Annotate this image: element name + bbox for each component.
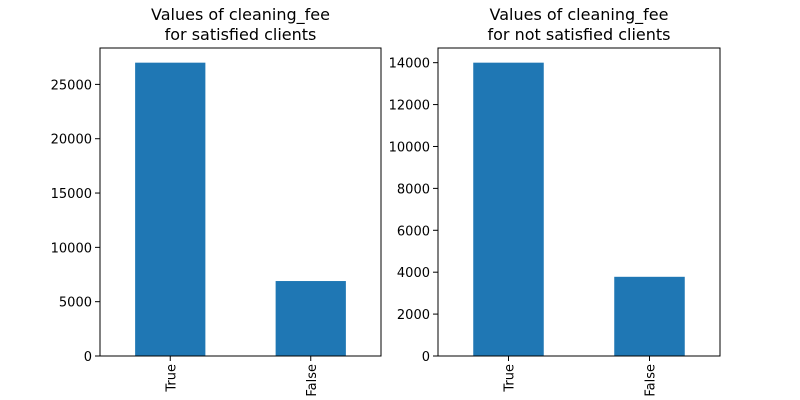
chart-left-bar-false — [275, 281, 346, 356]
chart-right-xtick-label: True — [503, 364, 518, 393]
chart-left-bars — [135, 62, 346, 357]
chart-left-ytick-label: 15000 — [51, 187, 92, 202]
chart-left-ytick-label: 0 — [84, 350, 92, 365]
chart-left-title-line1: Values of cleaning_fee — [151, 5, 330, 25]
chart-right-ytick-label: 0 — [422, 350, 430, 365]
chart-right: Values of cleaning_fee for not satisfied… — [389, 5, 721, 397]
chart-right-frame — [437, 47, 721, 357]
chart-left-title-line2: for satisfied clients — [165, 25, 317, 44]
chart-left-ytick-label: 25000 — [51, 78, 92, 93]
chart-right-x-axis: True False — [503, 356, 659, 397]
chart-right-ytick-label: 4000 — [397, 266, 430, 281]
chart-left-x-axis: True False — [164, 356, 320, 397]
chart-left-ytick-label: 20000 — [51, 133, 92, 148]
chart-right-ytick-label: 10000 — [389, 140, 430, 155]
chart-right-bars — [473, 62, 685, 357]
chart-right-bar-true — [473, 62, 544, 357]
chart-right-bar-false — [614, 276, 685, 356]
chart-right-ytick-label: 8000 — [397, 182, 430, 197]
chart-right-y-axis: 0 2000 4000 6000 8000 10000 12000 14000 — [389, 57, 438, 365]
chart-left-xtick-label: True — [164, 364, 179, 393]
chart-left-bar-true — [135, 62, 206, 357]
chart-right-ytick-label: 6000 — [397, 224, 430, 239]
chart-right-xtick-label: False — [644, 364, 659, 397]
chart-right-ytick-label: 2000 — [397, 308, 430, 323]
chart-left-ytick-label: 5000 — [59, 296, 92, 311]
chart-left-y-axis: 0 5000 10000 15000 20000 25000 — [51, 78, 100, 365]
chart-right-title-line2: for not satisfied clients — [487, 25, 670, 44]
chart-left-ytick-label: 10000 — [51, 241, 92, 256]
chart-left: Values of cleaning_fee for satisfied cli… — [51, 5, 382, 397]
chart-left-xtick-label: False — [305, 364, 320, 397]
chart-right-ytick-label: 14000 — [389, 57, 430, 72]
chart-left-frame — [99, 47, 382, 357]
chart-right-title-line1: Values of cleaning_fee — [490, 5, 669, 25]
chart-right-ytick-label: 12000 — [389, 99, 430, 114]
